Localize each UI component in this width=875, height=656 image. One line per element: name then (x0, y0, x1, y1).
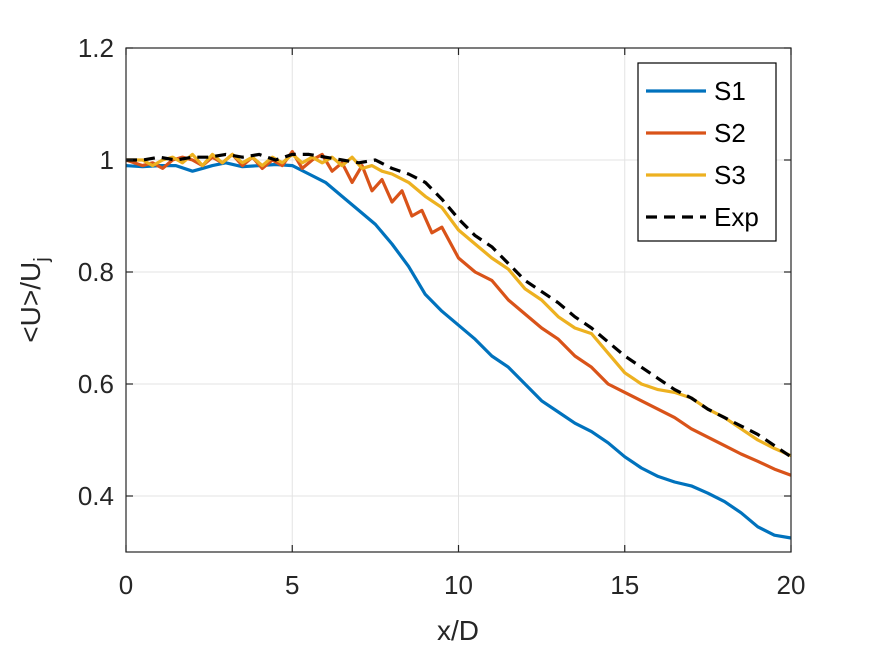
x-tick-label: 20 (777, 570, 806, 600)
y-axis-label: <U>/Uj (15, 257, 53, 342)
y-tick-label: 0.8 (78, 257, 114, 287)
x-tick-label: 10 (444, 570, 473, 600)
y-tick-label: 0.6 (78, 369, 114, 399)
y-axis-label-subscript: j (31, 257, 53, 262)
legend-label-s2: S2 (714, 118, 746, 148)
axis-ticks: 0 5 10 15 20 0.4 0.6 0.8 1 1.2 (78, 33, 806, 600)
y-tick-label: 1 (100, 145, 114, 175)
y-tick-label: 1.2 (78, 33, 114, 63)
x-tick-label: 0 (119, 570, 133, 600)
x-axis-label: x/D (437, 615, 479, 646)
legend-label-s3: S3 (714, 160, 746, 190)
x-tick-label: 5 (285, 570, 299, 600)
y-axis-label-main: <U>/U (15, 262, 46, 343)
series-line-exp (126, 152, 792, 459)
legend-box (637, 62, 777, 242)
legend: S1 S2 S3 Exp (637, 62, 777, 242)
y-tick-label: 0.4 (78, 481, 114, 511)
x-tick-label: 15 (610, 570, 639, 600)
series-lines (125, 150, 792, 540)
legend-label-exp: Exp (714, 202, 759, 232)
legend-label-s1: S1 (714, 76, 746, 106)
